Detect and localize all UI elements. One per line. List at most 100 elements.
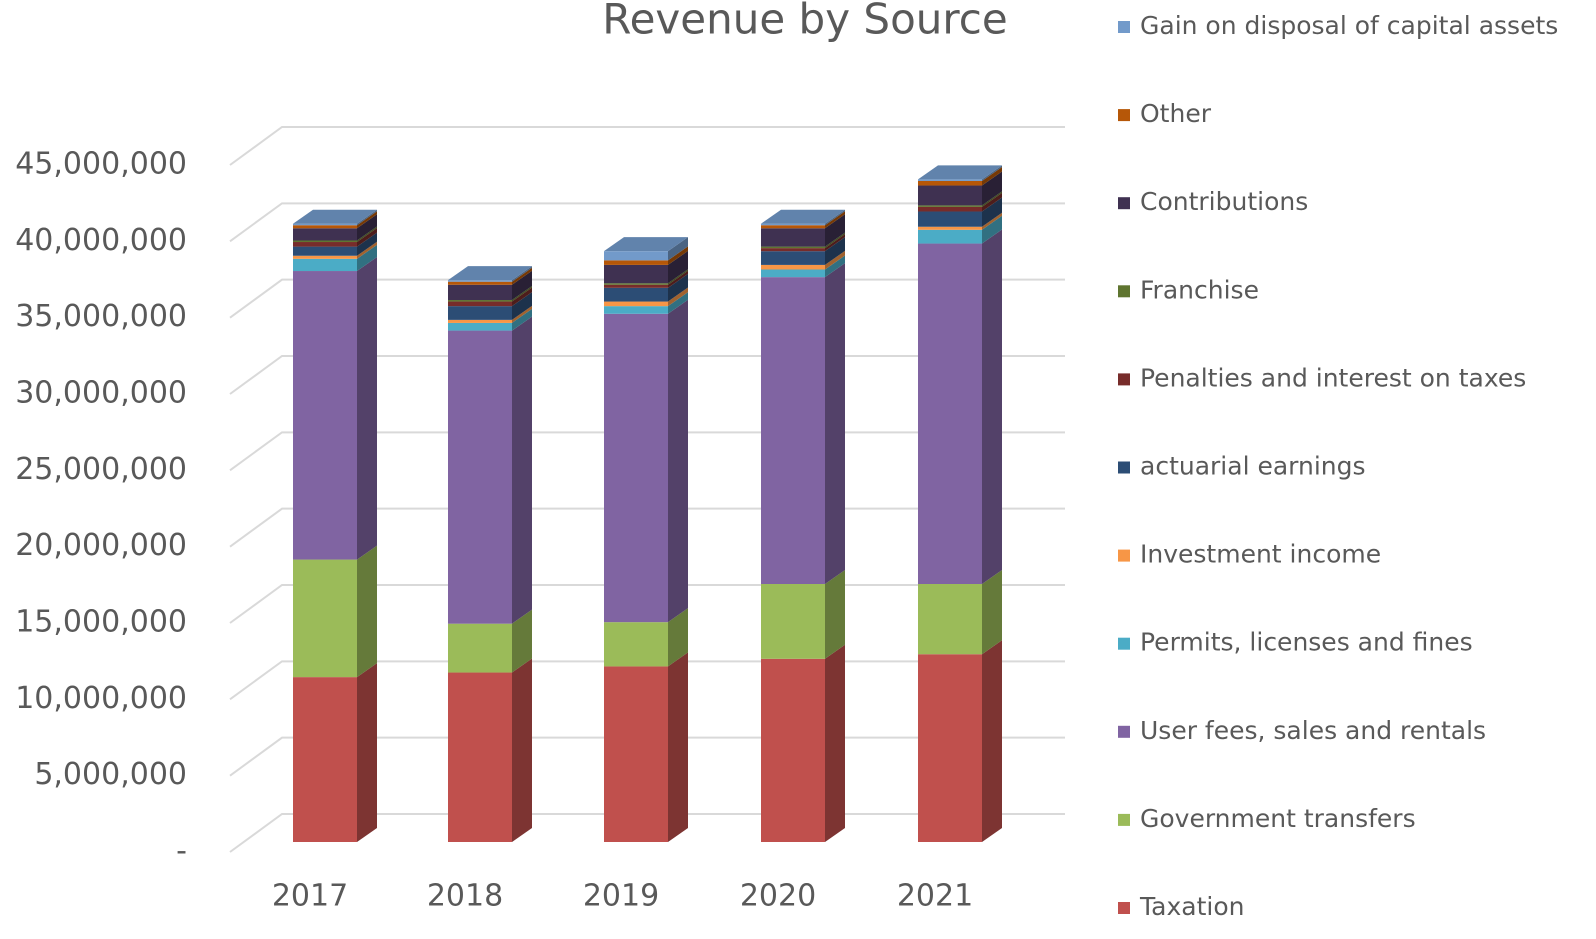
bar-segment [448,267,532,285]
bar-segment [293,244,377,272]
bar-side [668,273,688,302]
bar-front [448,300,512,302]
bar-segment [293,226,377,243]
legend-swatch [1118,197,1130,210]
y-tick-label: 45,000,000 [15,147,187,182]
bar-side [825,250,845,270]
bar-segment [761,234,845,252]
bar-segment [604,270,688,288]
grid-line [229,202,1065,243]
bar-front [604,283,668,285]
bar-front [448,322,512,331]
bar-segment [918,197,1002,227]
x-tick-label: 2019 [583,879,659,914]
bar-segment [918,215,1002,244]
bar-front [761,277,825,584]
bar-side [512,658,532,842]
bar-side [982,569,1002,655]
bar-segment [604,299,688,623]
bar-side [668,269,688,285]
y-tick-label: 5,000,000 [34,757,187,792]
bar-front [604,287,668,302]
legend-label: Franchise [1140,275,1259,304]
bar-segment [761,232,845,249]
chart-title: Revenue by Source [602,0,1007,44]
bar-front [448,306,512,320]
bar-segment [761,214,845,247]
bar-side [668,250,688,284]
bar-segment [761,209,845,226]
bar-front [761,658,825,842]
bar-side [825,211,845,229]
bar-segment [293,214,377,241]
bar-front [918,229,982,244]
legend-swatch [1118,637,1130,650]
bar-front [293,271,357,560]
bar-front [604,666,668,842]
bar-segment [293,257,377,560]
bar-front [448,623,512,673]
bar-side [825,214,845,247]
bar-side [512,308,532,331]
legend-label: Permits, licenses and fines [1140,628,1473,657]
bar-side [512,286,532,302]
bar-segment [293,232,377,256]
bar-segment [604,269,688,285]
bar-segment [448,658,532,842]
bar-segment [918,191,1002,207]
bar-side [512,305,532,323]
bar-front [918,211,982,227]
bar-segment [293,228,377,247]
bar-segment [918,192,1002,212]
bar-side [825,237,845,265]
legend-label: Penalties and interest on taxes [1140,363,1526,392]
legend-swatch [1118,813,1130,826]
bar-segment [918,165,1002,181]
y-tick-label: - [176,834,187,869]
bar-segment [604,250,688,284]
bar-side [668,246,688,265]
bar-side [982,215,1002,244]
bar-front [293,242,357,247]
bar-side [825,232,845,249]
bar-top [761,209,845,224]
legend-label: Taxation [1139,892,1244,921]
bar-front [293,255,357,259]
bar-segment [448,609,532,673]
bar-front [761,264,825,270]
bar-front [761,251,825,265]
bar-segment [604,608,688,667]
legend-swatch [1118,109,1130,122]
bar-segment [761,250,845,270]
bar-side [357,226,377,243]
bar-front [293,225,357,229]
bar-side [512,267,532,285]
legend-swatch [1118,373,1130,386]
bar-front [761,225,825,229]
bar-front [293,223,357,226]
x-tick-label: 2021 [897,879,973,914]
legend-label: User fees, sales and rentals [1140,716,1486,745]
bar-side [825,209,845,226]
bar-segment [448,305,532,323]
legend-swatch [1118,285,1130,298]
legend-label: Gain on disposal of capital assets [1140,11,1558,40]
bar-segment [448,292,532,320]
bar-top [918,165,1002,180]
bar-side [357,232,377,256]
legend-swatch [1118,549,1130,562]
y-tick-label: 15,000,000 [15,605,187,640]
bar-segment [293,241,377,259]
x-tick-label: 2018 [427,879,503,914]
bar-side [982,191,1002,207]
bar-segment [448,266,532,282]
bar-side [668,270,688,288]
bar-side [357,545,377,678]
bar-front [918,205,982,207]
y-tick-label: 40,000,000 [15,223,187,258]
bar-segment [293,211,377,229]
bar-front [918,654,982,842]
bar-front [448,284,512,301]
bar-side [982,165,1002,181]
